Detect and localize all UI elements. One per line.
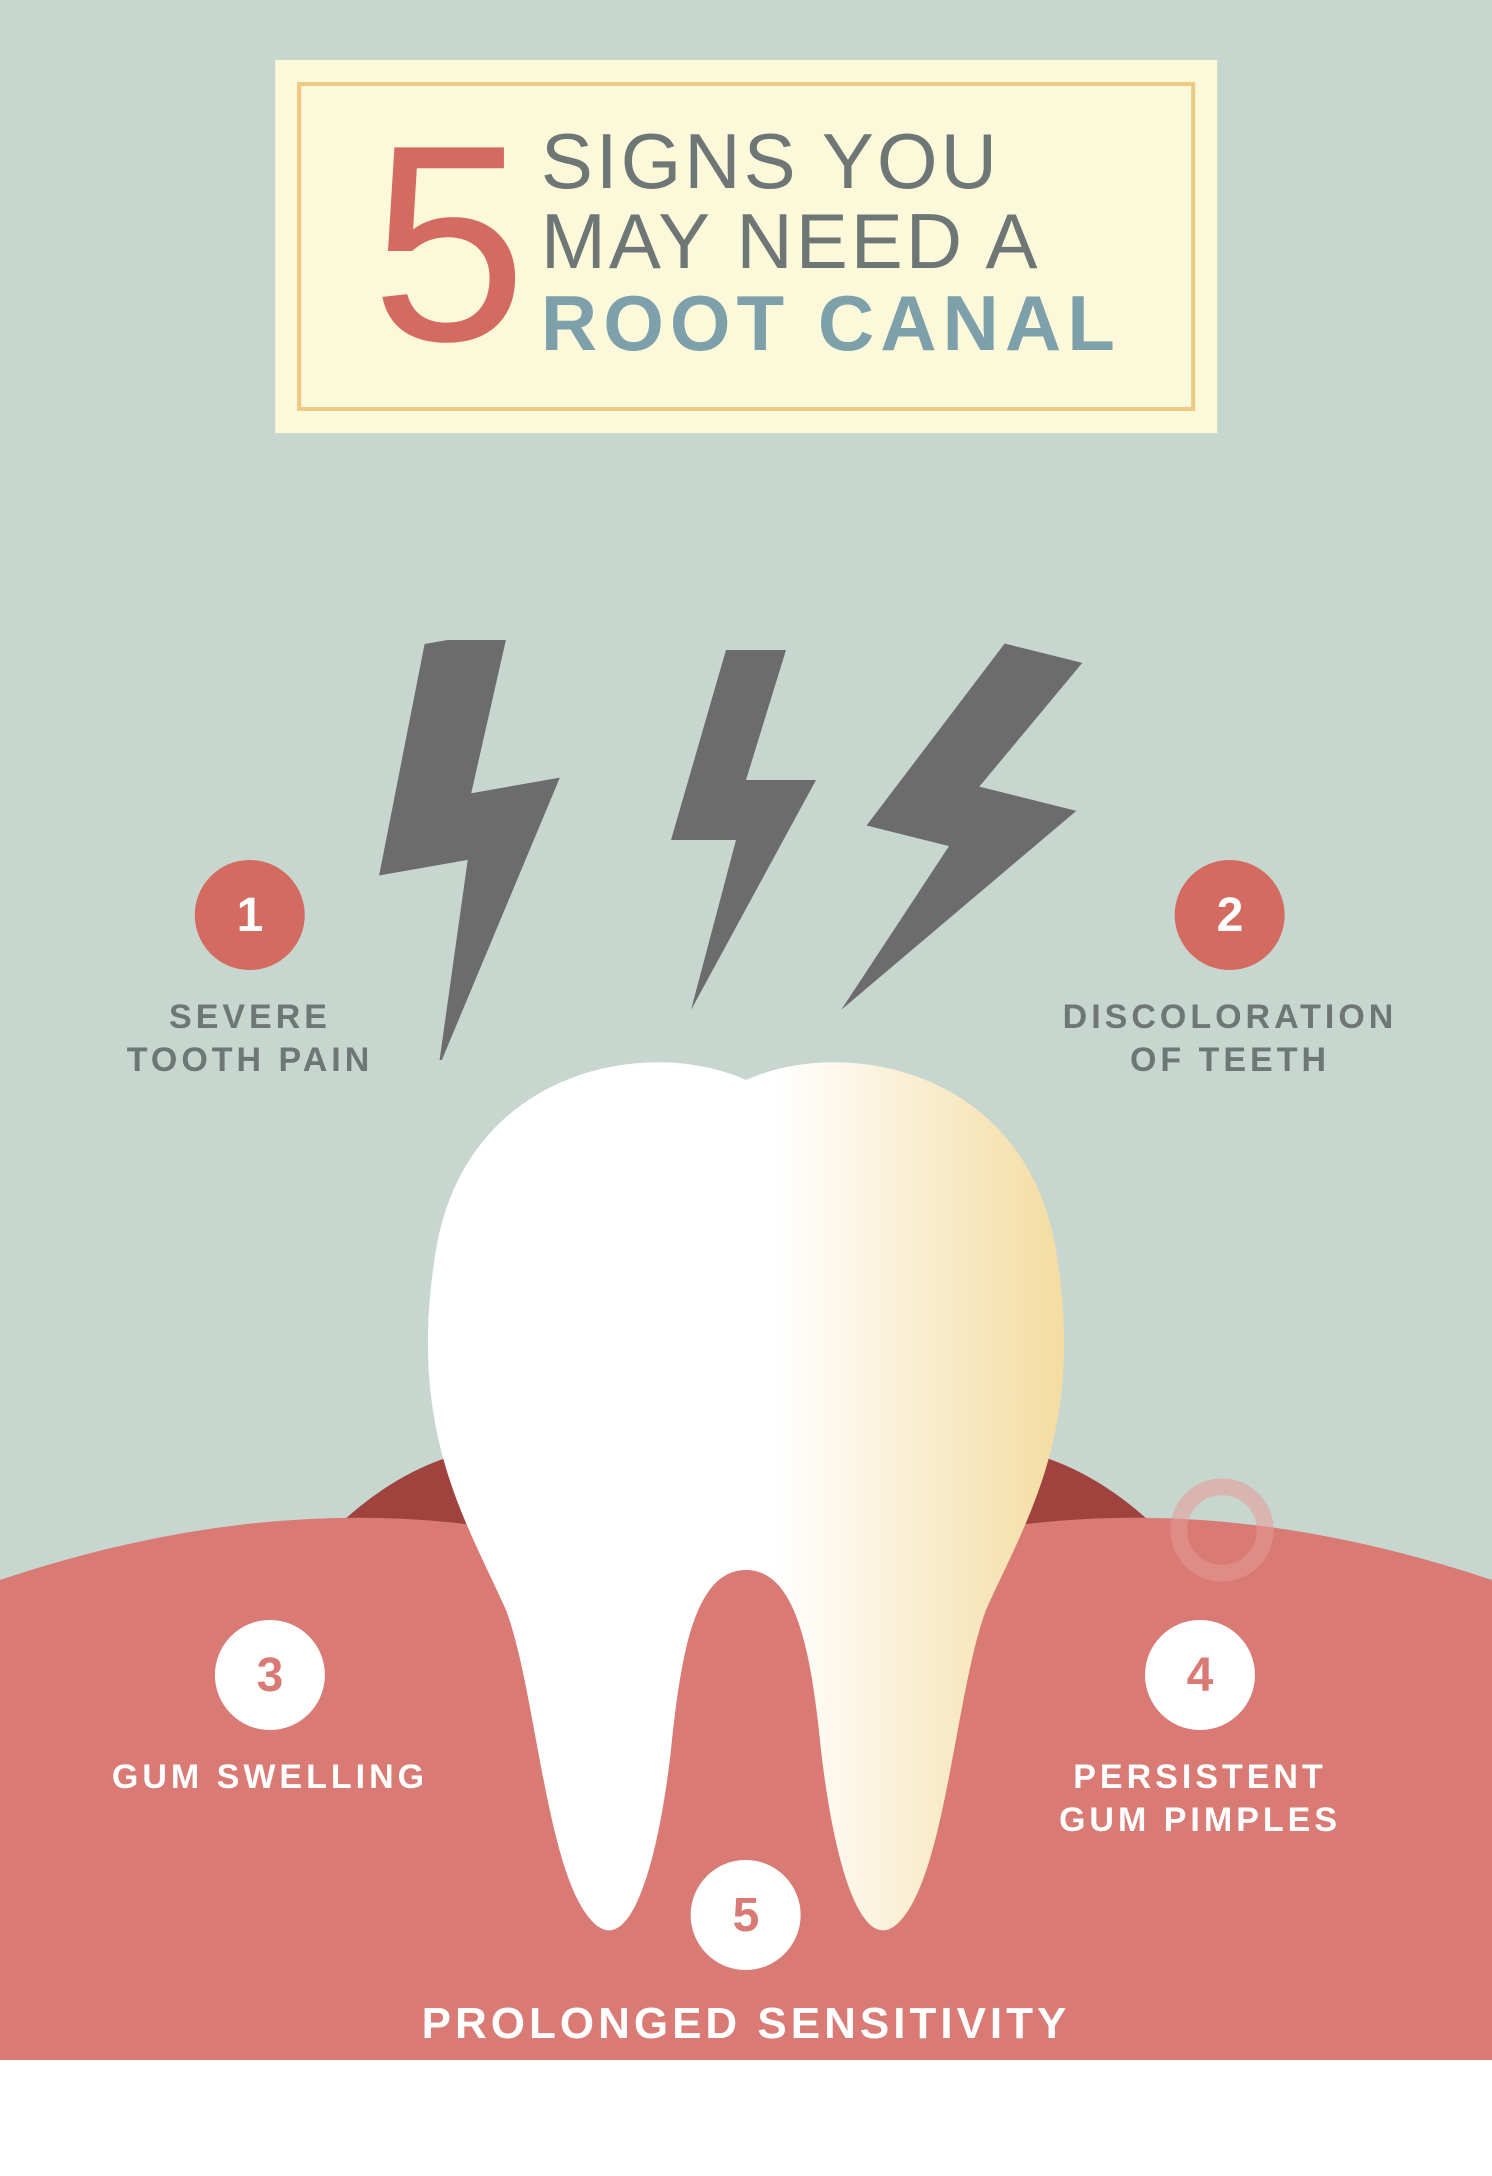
title-line-2: MAY NEED A bbox=[541, 202, 1121, 282]
title-number: 5 bbox=[371, 139, 515, 349]
sign-label-1: SEVERE TOOTH PAIN bbox=[127, 996, 374, 1081]
title-box-inner: 5 SIGNS YOU MAY NEED A ROOT CANAL bbox=[297, 82, 1195, 411]
sign-badge-3: 3 bbox=[215, 1620, 325, 1730]
sign-3: 3 GUM SWELLING bbox=[112, 1620, 428, 1799]
sign-label-5: PROLONGED SENSITIVITY bbox=[422, 1996, 1071, 2051]
background-bottom bbox=[0, 2060, 1492, 2176]
title-line-1: SIGNS YOU bbox=[541, 122, 1121, 202]
sign-1: 1 SEVERE TOOTH PAIN bbox=[127, 860, 374, 1081]
sign-4: 4 PERSISTENT GUM PIMPLES bbox=[1059, 1620, 1341, 1841]
sign-label-2: DISCOLORATION OF TEETH bbox=[1063, 996, 1398, 1081]
tooth-path bbox=[428, 1062, 1064, 1930]
bolt-left bbox=[346, 640, 606, 1060]
sign-label-3: GUM SWELLING bbox=[112, 1756, 428, 1799]
sign-badge-4: 4 bbox=[1145, 1620, 1255, 1730]
sign-5: 5 PROLONGED SENSITIVITY bbox=[422, 1860, 1071, 2051]
sign-badge-2: 2 bbox=[1175, 860, 1285, 970]
sign-2: 2 DISCOLORATION OF TEETH bbox=[1063, 860, 1398, 1081]
title-emphasis: ROOT CANAL bbox=[541, 281, 1121, 367]
sign-badge-5: 5 bbox=[691, 1860, 801, 1970]
title-box: 5 SIGNS YOU MAY NEED A ROOT CANAL bbox=[275, 60, 1217, 433]
pain-bolts-icon bbox=[346, 640, 1146, 1060]
gum-pimple-icon bbox=[1162, 1470, 1282, 1590]
sign-label-4: PERSISTENT GUM PIMPLES bbox=[1059, 1756, 1341, 1841]
tooth-icon bbox=[396, 1050, 1096, 1950]
bolt-mid bbox=[671, 650, 816, 1010]
sign-badge-1: 1 bbox=[195, 860, 305, 970]
infographic-canvas: 5 SIGNS YOU MAY NEED A ROOT CANAL 1 SEVER… bbox=[0, 0, 1492, 2176]
